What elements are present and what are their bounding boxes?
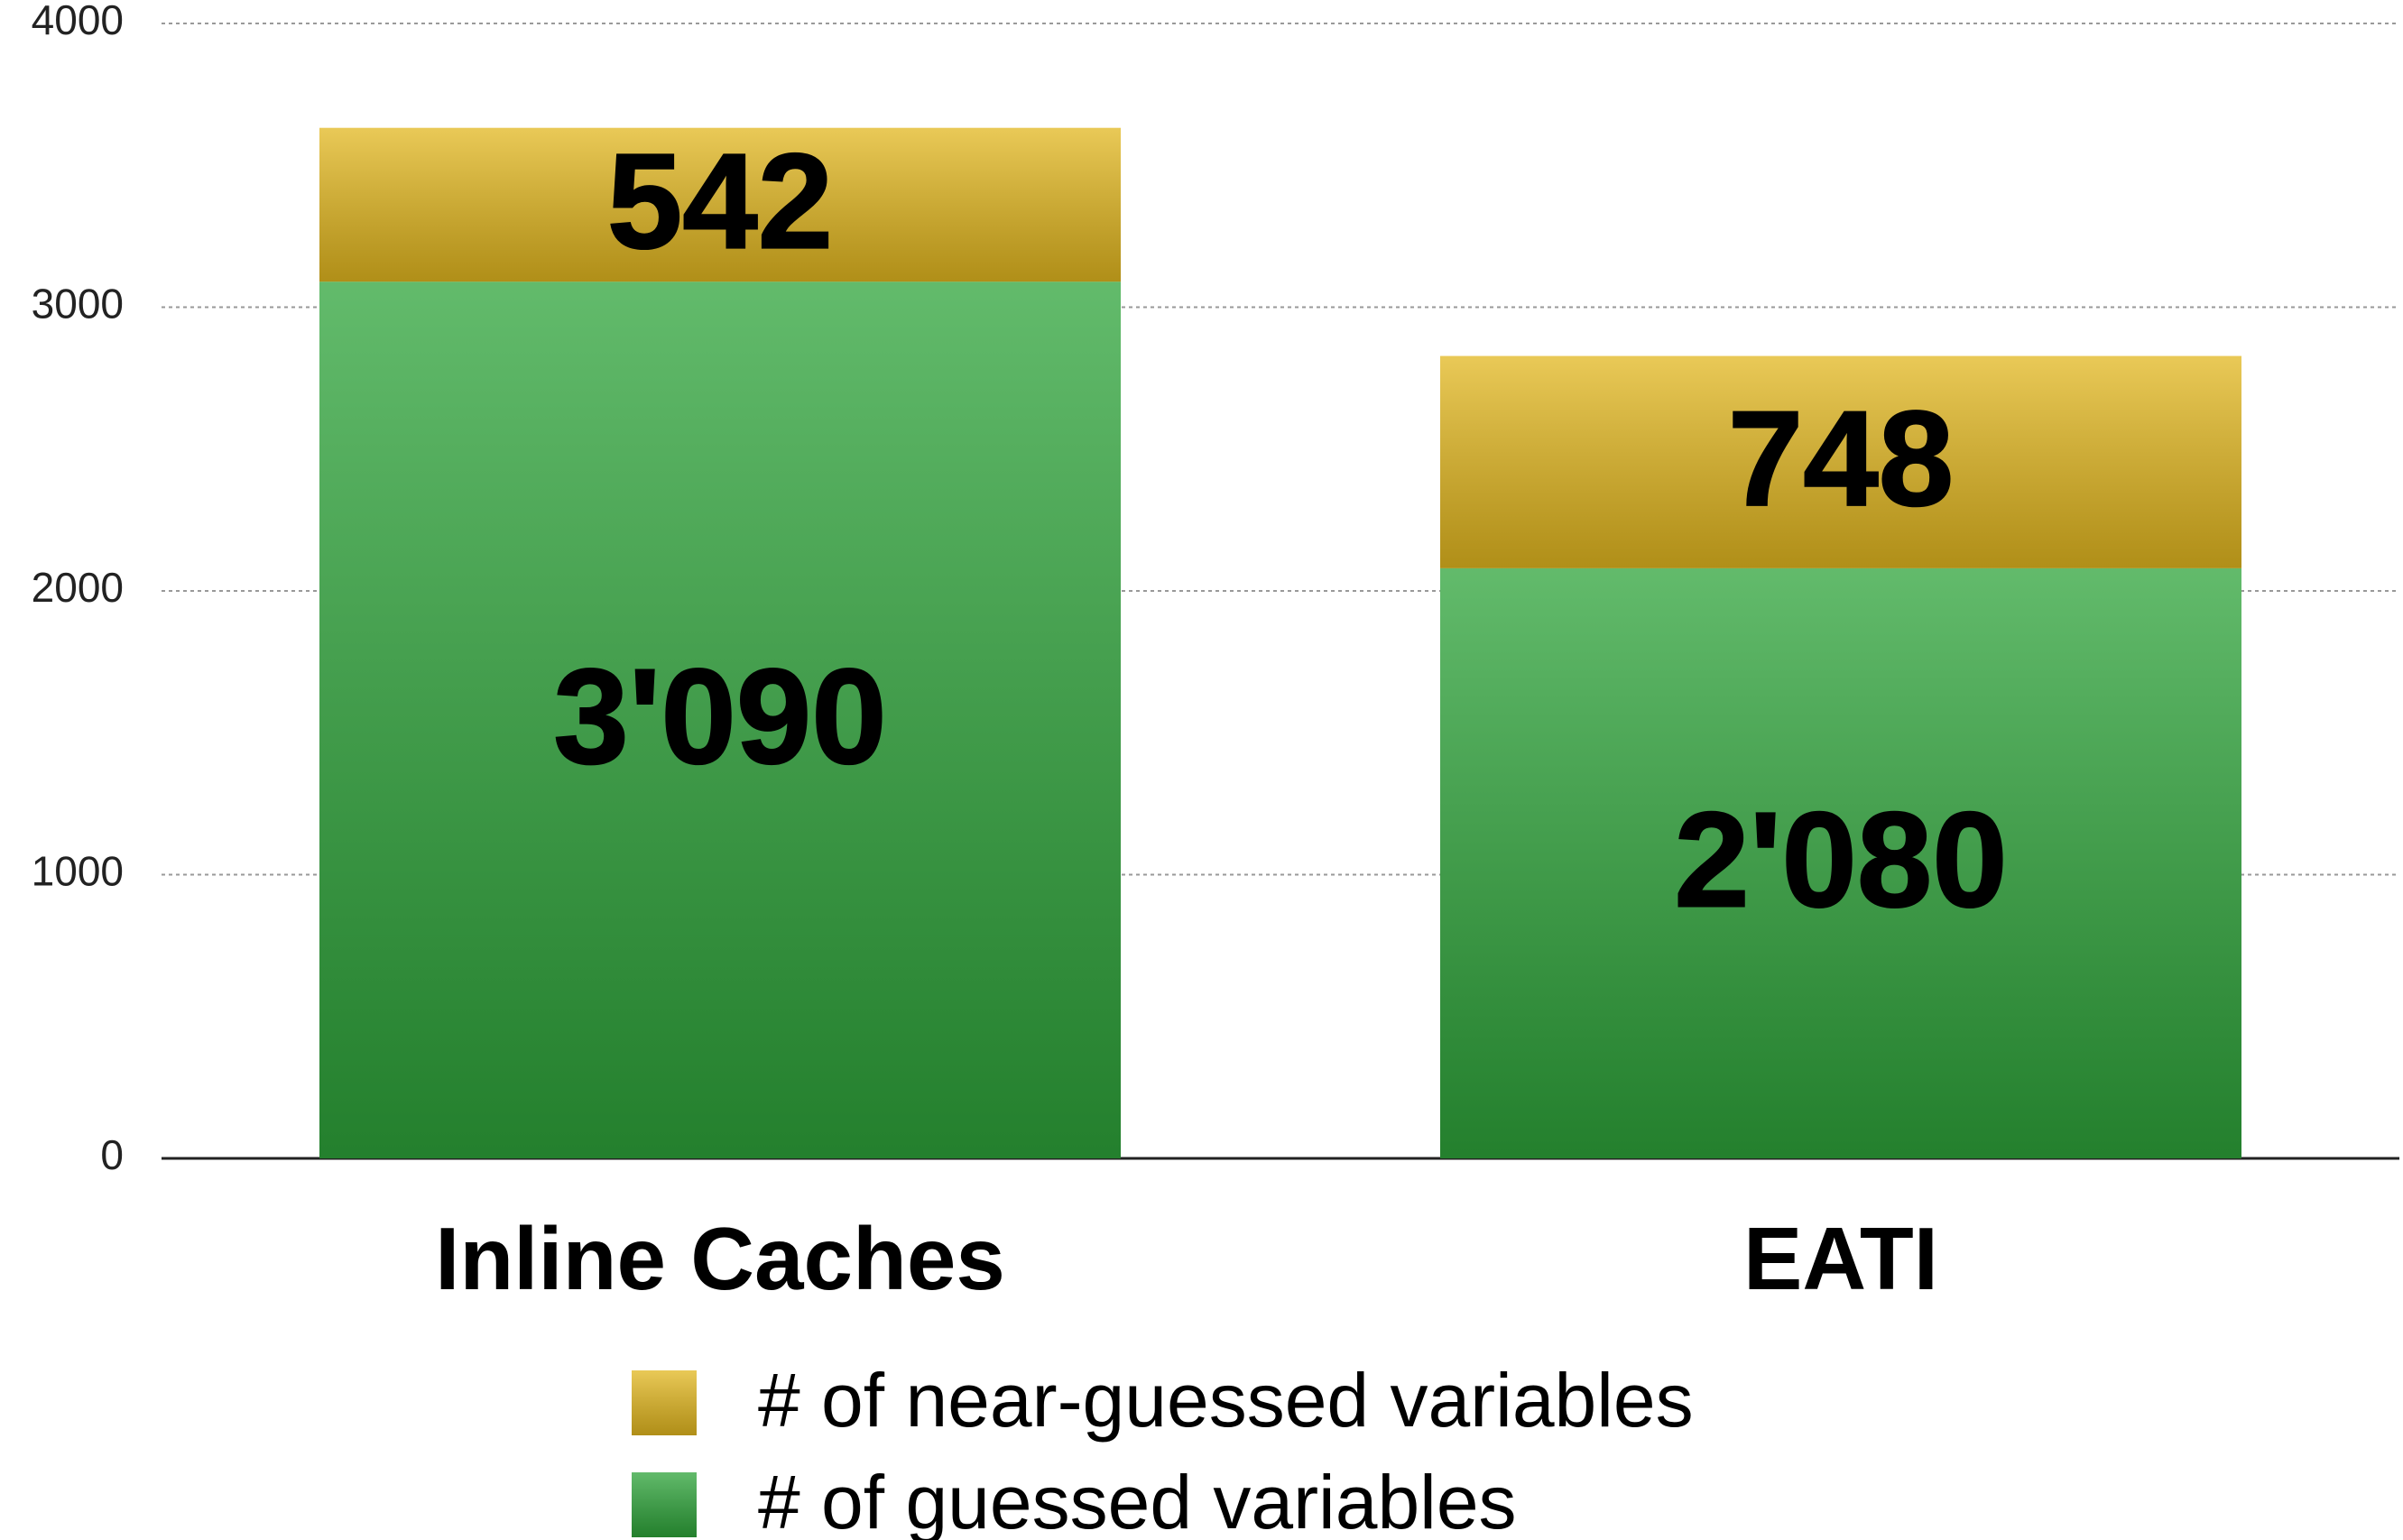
value-label: 748 bbox=[1728, 383, 1954, 534]
legend-swatch-shade bbox=[632, 1472, 697, 1537]
value-label: 3'090 bbox=[553, 641, 886, 792]
y-tick-label: 0 bbox=[100, 1131, 124, 1178]
value-label: 2'080 bbox=[1674, 784, 2007, 936]
y-tick-label: 3000 bbox=[32, 281, 124, 327]
y-tick-label: 4000 bbox=[32, 0, 124, 43]
legend-label: # of near-guessed variables bbox=[758, 1358, 1694, 1443]
y-tick-label: 1000 bbox=[32, 848, 124, 895]
bar-shade bbox=[1440, 355, 2241, 568]
legend-label: # of guessed variables bbox=[758, 1460, 1517, 1540]
legend-swatch-shade bbox=[632, 1370, 697, 1435]
bar-shade bbox=[319, 281, 1121, 1158]
x-tick-label: EATI bbox=[1743, 1209, 1938, 1308]
bar-shade bbox=[319, 127, 1121, 282]
value-label: 542 bbox=[607, 125, 833, 277]
bar-shade bbox=[1440, 567, 2241, 1158]
x-tick-label: Inline Caches bbox=[435, 1209, 1005, 1308]
y-tick-label: 2000 bbox=[32, 564, 124, 611]
